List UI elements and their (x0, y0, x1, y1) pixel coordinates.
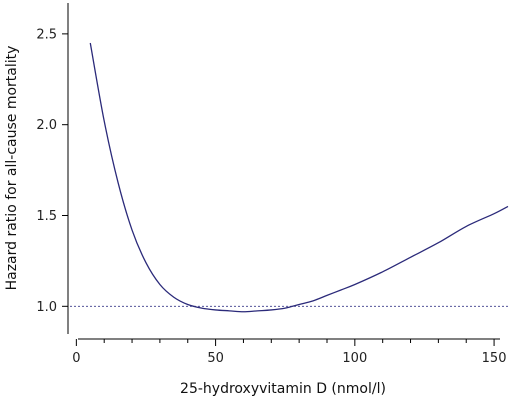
y-tick-label: 1.0 (36, 300, 57, 315)
y-axis-ticks: 1.0 1.5 2.0 2.5 (36, 27, 68, 315)
x-axis-title: 25-hydroxyvitamin D (nmol/l) (180, 381, 386, 397)
x-tick-label: 150 (482, 351, 507, 366)
x-tick-label: 100 (342, 351, 367, 366)
y-tick-label: 1.5 (36, 209, 57, 224)
series-curve (89, 42, 509, 313)
y-tick-label: 2.0 (36, 118, 57, 133)
x-tick-label: 50 (207, 351, 224, 366)
y-axis-title: Hazard ratio for all-cause mortality (4, 46, 20, 291)
x-tick-label: 0 (72, 351, 80, 366)
x-axis-ticks: 0 50 100 150 (72, 339, 506, 366)
y-tick-label: 2.5 (36, 27, 57, 42)
